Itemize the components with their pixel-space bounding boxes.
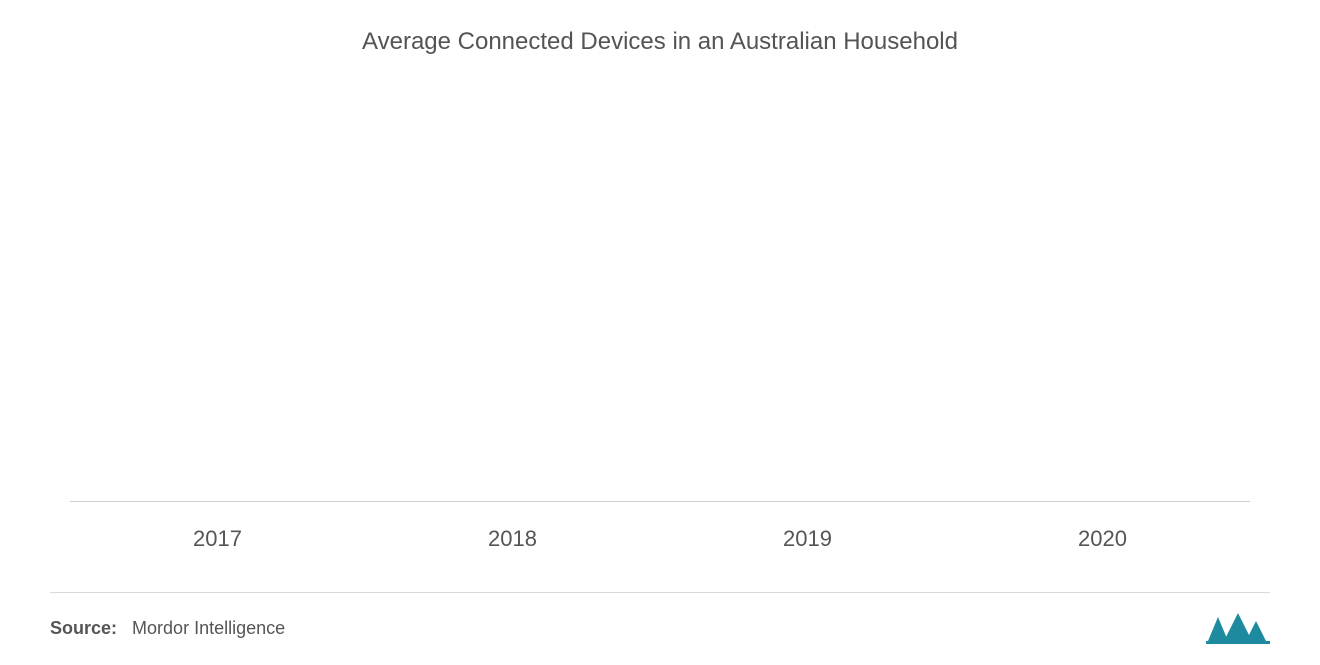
x-axis-labels: 2017 2018 2019 2020 [70,526,1250,552]
mordor-logo-icon [1206,611,1270,645]
chart-plot-area [70,86,1250,502]
source-value: Mordor Intelligence [132,618,285,638]
footer: Source: Mordor Intelligence [50,592,1270,645]
bars-row [70,86,1250,502]
xlabel-0: 2017 [88,526,348,552]
chart-title: Average Connected Devices in an Australi… [50,28,1270,56]
source-label: Source: [50,618,117,638]
x-axis-line [70,501,1250,502]
xlabel-3: 2020 [973,526,1233,552]
xlabel-1: 2018 [383,526,643,552]
source-line: Source: Mordor Intelligence [50,618,285,639]
chart-container: Average Connected Devices in an Australi… [0,0,1320,665]
xlabel-2: 2019 [678,526,938,552]
